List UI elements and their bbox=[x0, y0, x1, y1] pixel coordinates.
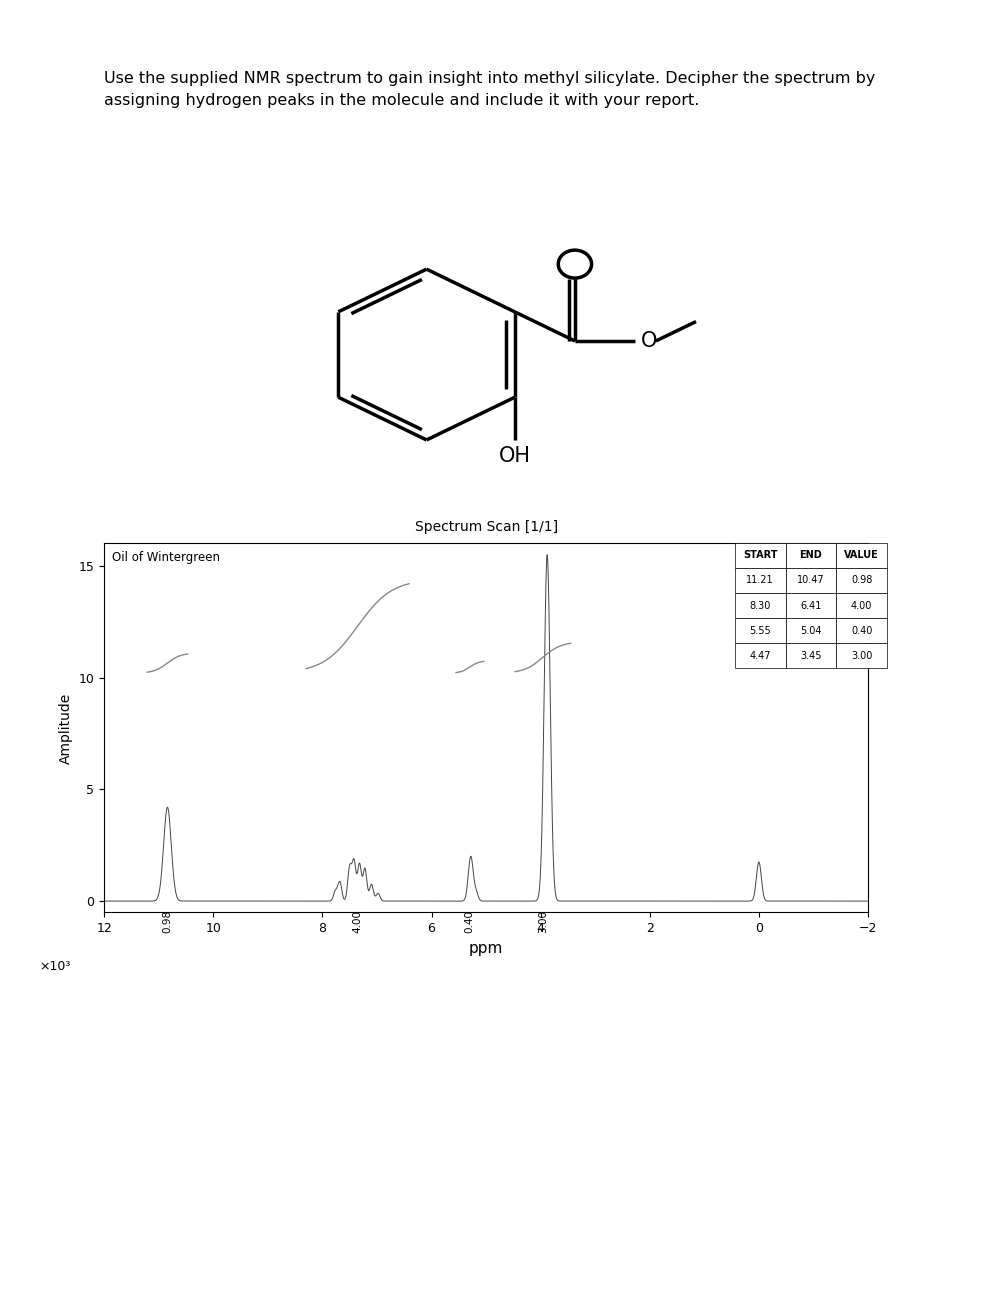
Text: 3.00: 3.00 bbox=[538, 910, 548, 933]
Text: OH: OH bbox=[499, 446, 531, 466]
Text: Oil of Wintergreen: Oil of Wintergreen bbox=[112, 551, 220, 564]
Text: 0.40: 0.40 bbox=[464, 910, 475, 933]
Text: 4.00: 4.00 bbox=[353, 910, 363, 933]
Text: 0.98: 0.98 bbox=[163, 910, 173, 933]
Text: Spectrum Scan [1/1]: Spectrum Scan [1/1] bbox=[415, 520, 558, 534]
Text: ×10³: ×10³ bbox=[40, 960, 70, 973]
Text: Use the supplied NMR spectrum to gain insight into methyl silicylate. Decipher t: Use the supplied NMR spectrum to gain in… bbox=[104, 71, 876, 87]
Text: O: O bbox=[641, 331, 658, 351]
Text: assigning hydrogen peaks in the molecule and include it with your report.: assigning hydrogen peaks in the molecule… bbox=[104, 93, 699, 109]
Y-axis label: Amplitude: Amplitude bbox=[59, 692, 73, 763]
X-axis label: ppm: ppm bbox=[469, 941, 503, 955]
